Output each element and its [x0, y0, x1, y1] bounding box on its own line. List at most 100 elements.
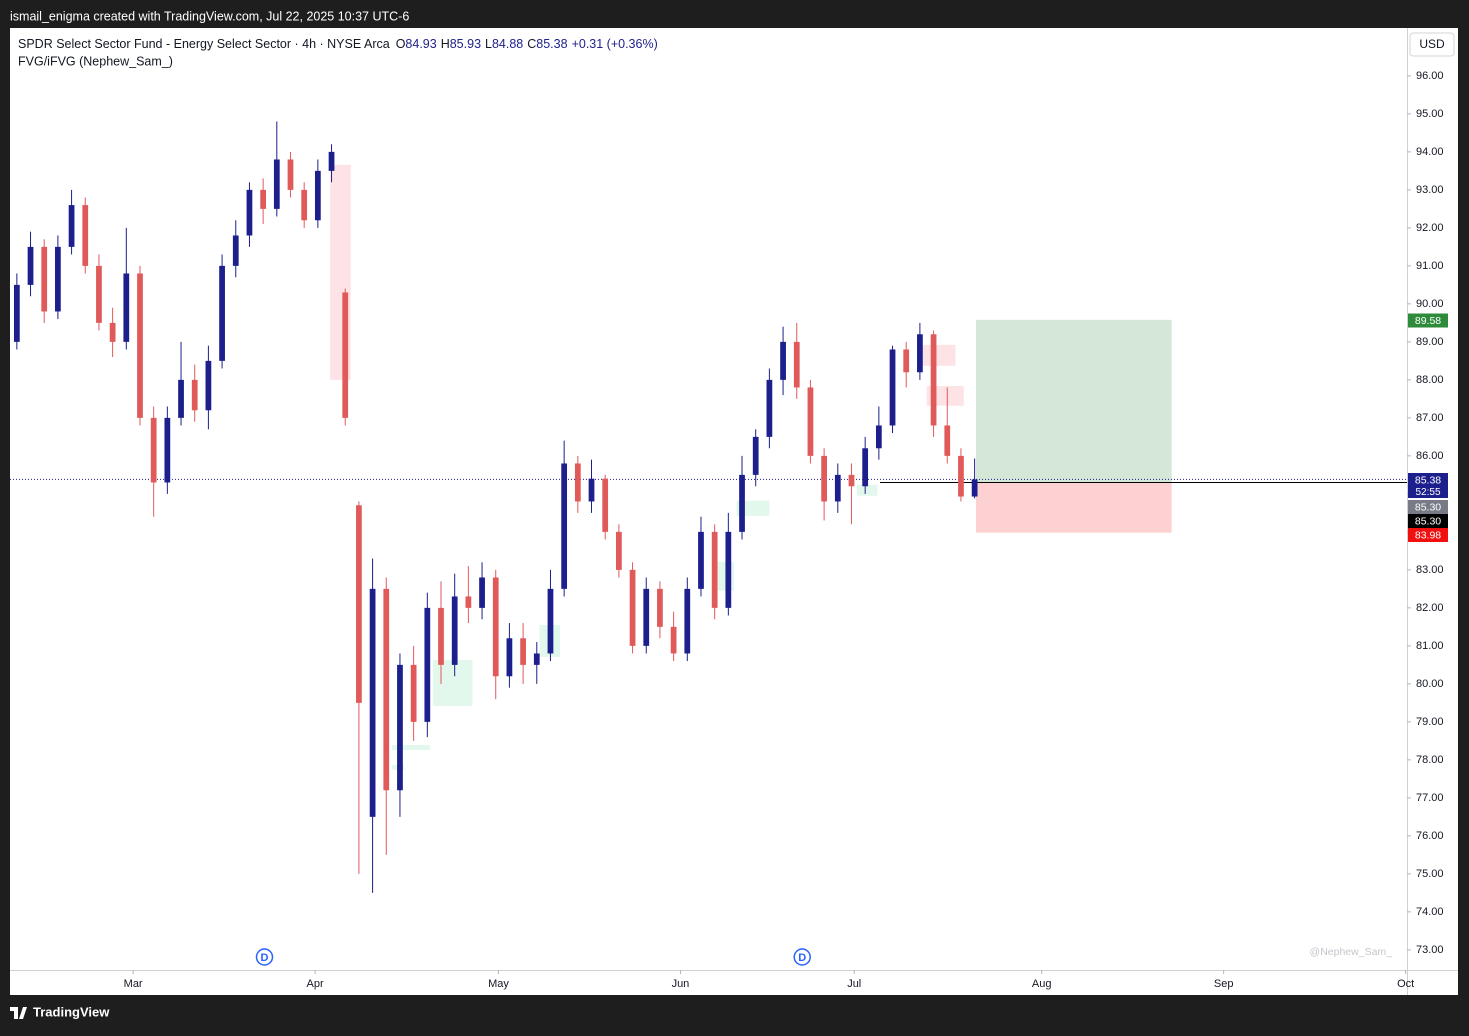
stop-zone: [975, 482, 1172, 533]
candle-body: [616, 531, 622, 570]
y-tick-label: 86.00: [1416, 450, 1444, 462]
candle-body: [875, 425, 882, 449]
candle-body: [342, 292, 349, 418]
candle-body: [451, 596, 458, 665]
y-tick-label: 80.00: [1416, 678, 1444, 690]
y-tick-label: 83.00: [1416, 564, 1444, 576]
candle-body: [821, 455, 827, 502]
candle-body: [506, 638, 513, 677]
watermark: @Nephew_Sam_: [1310, 946, 1393, 958]
candle-body: [260, 189, 267, 209]
x-tick-label: May: [488, 978, 509, 990]
candle-body: [356, 505, 362, 703]
candle-body: [561, 463, 568, 589]
candle-body: [68, 205, 75, 247]
countdown: 52:55: [1415, 487, 1440, 498]
footer-logo: [10, 1007, 27, 1019]
x-tick-label: Apr: [307, 978, 324, 990]
price-label-box: [1408, 500, 1448, 514]
currency: USD: [1419, 37, 1445, 51]
y-tick-label: 89.00: [1416, 336, 1444, 348]
candle-body: [807, 387, 814, 456]
ohlc-label: O: [396, 37, 406, 51]
dividend-label: D: [261, 952, 269, 964]
candle-body: [889, 349, 896, 426]
price-label: 85.30: [1415, 501, 1441, 513]
ohlc-value: 84.88: [492, 37, 523, 51]
top-bar: ismail_enigma created with TradingView.c…: [10, 9, 409, 23]
candle-body: [725, 531, 732, 608]
y-tick-label: 92.00: [1416, 222, 1444, 234]
candle-body: [780, 341, 786, 380]
y-tick-label: 76.00: [1416, 830, 1444, 842]
candle-body: [479, 577, 485, 608]
candle-body: [178, 379, 184, 418]
ohlc-value: 84.93: [405, 37, 436, 51]
x-tick-label: Sep: [1214, 978, 1234, 990]
candle-body: [41, 246, 48, 312]
target-zone: [975, 319, 1172, 483]
ohlc-value: 85.38: [536, 37, 567, 51]
candle-body: [971, 479, 978, 497]
footer-brand: TradingView: [33, 1004, 110, 1019]
x-tick-label: Jul: [847, 978, 861, 990]
candle-body: [219, 265, 225, 361]
candle-body: [917, 334, 923, 373]
price-label: 85.30: [1415, 515, 1441, 527]
plot: 73.00 74.00 75.00 76.00 77.00 78.00 79.00 80.00…: [10, 70, 1444, 990]
candle-body: [205, 360, 212, 411]
candle-body: [397, 664, 403, 791]
candle-body: [793, 341, 800, 388]
y-tick-label: 81.00: [1416, 640, 1444, 652]
candle-body: [944, 425, 951, 456]
chart-area: [10, 28, 1458, 995]
candle-body: [96, 265, 102, 323]
y-tick-label: 87.00: [1416, 412, 1444, 424]
candle-body: [602, 478, 609, 532]
price-label-box: [1408, 313, 1448, 328]
candle-body: [246, 189, 253, 236]
candle-body: [191, 379, 198, 411]
candle-body: [958, 455, 964, 497]
fvg-box: [391, 745, 431, 750]
candle-body: [109, 322, 116, 342]
ohlc-label: H: [441, 37, 450, 51]
fvg-box: [432, 659, 473, 706]
dividend-marker: [793, 948, 811, 966]
candle-body: [643, 588, 650, 646]
currency-button[interactable]: [1409, 32, 1455, 57]
candle-body: [465, 596, 472, 608]
price-label: 83.98: [1415, 529, 1441, 541]
y-tick-label: 74.00: [1416, 906, 1444, 918]
candle-body: [27, 246, 34, 285]
candle-body: [137, 273, 143, 418]
y-tick-label: 77.00: [1416, 792, 1444, 804]
candle-body: [273, 159, 280, 209]
y-tick-label: 91.00: [1416, 260, 1444, 272]
y-tick-label: 78.00: [1416, 754, 1444, 766]
y-tick-label: 90.00: [1416, 298, 1444, 310]
y-tick-label: 95.00: [1416, 108, 1444, 120]
header-line: SPDR Select Sector Fund - Energy Select …: [18, 37, 658, 51]
price-label-box: [1408, 473, 1448, 487]
candle-body: [13, 284, 20, 342]
candle-body: [574, 463, 581, 502]
price-label: 85.38: [1415, 474, 1441, 486]
x-tick-label: Aug: [1032, 978, 1052, 990]
y-tick-label: 75.00: [1416, 868, 1444, 880]
candle-body: [684, 588, 691, 654]
candle-body: [698, 531, 704, 589]
candle-body: [82, 205, 89, 266]
ohlc-value: 85.93: [450, 37, 481, 51]
price-label-box: [1408, 514, 1448, 528]
candle-body: [930, 334, 937, 426]
candle-body: [547, 588, 554, 654]
candle-body: [438, 607, 444, 665]
candle-body: [848, 474, 855, 487]
y-tick-label: 88.00: [1416, 374, 1444, 386]
x-tick-label: Mar: [124, 978, 143, 990]
candle-body: [232, 235, 239, 266]
fvg-box: [919, 344, 956, 366]
